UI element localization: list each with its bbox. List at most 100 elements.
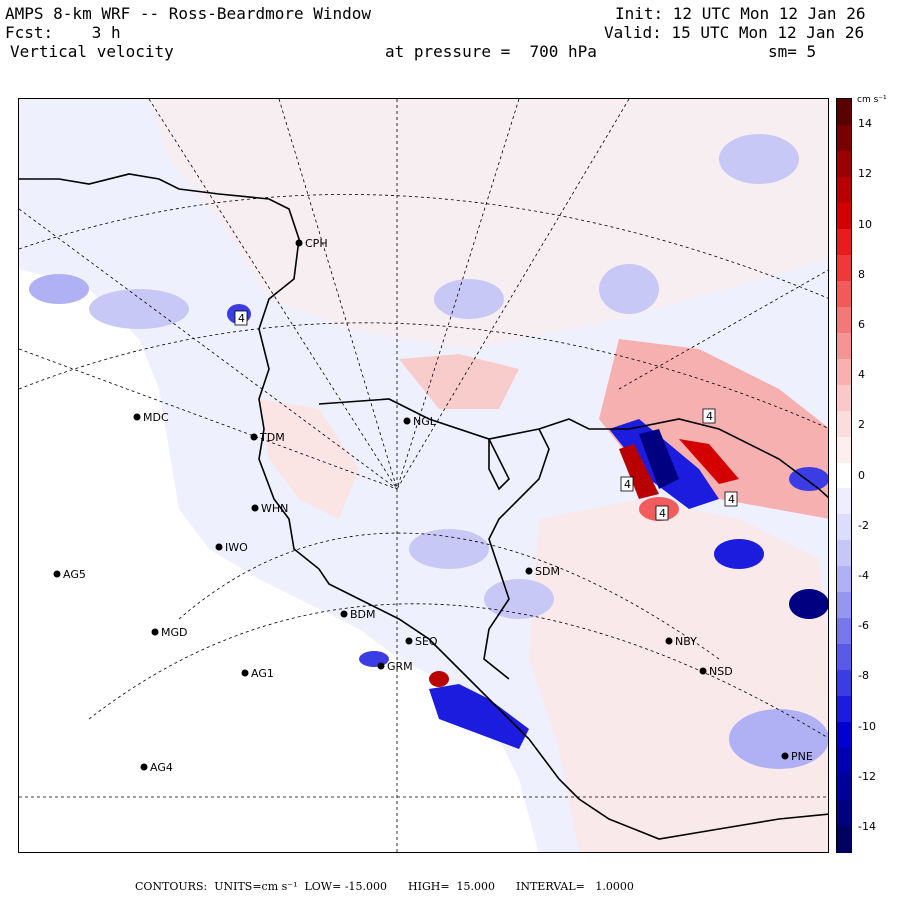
station-marker-grm — [377, 662, 385, 670]
forecast-hour: Fcst: 3 h — [5, 23, 121, 42]
colorbar-tick-label: -4 — [858, 568, 869, 582]
contour-label-2: 4 — [624, 478, 631, 491]
colorbar-tick-label: -12 — [858, 769, 876, 783]
station-label-grm: GRM — [387, 660, 413, 673]
colorbar-units: cm s⁻¹ — [857, 95, 887, 105]
colorbar-segment — [837, 800, 851, 828]
colorbar — [836, 98, 852, 853]
valid-time: Valid: 15 UTC Mon 12 Jan 26 — [604, 23, 865, 42]
station-marker-mdc — [133, 413, 141, 421]
down-cell-far-east — [789, 589, 828, 619]
colorbar-segment — [837, 410, 851, 438]
smoothing: sm= 5 — [768, 42, 817, 61]
colorbar-segment — [837, 384, 851, 412]
station-marker-mgd — [151, 628, 159, 636]
ice-shelf-region — [19, 269, 539, 852]
colorbar-segment — [837, 514, 851, 542]
colorbar-segment — [837, 176, 851, 204]
blue-patch-5 — [409, 529, 489, 569]
contour-labels: 4 4 4 4 4 — [234, 310, 738, 521]
colorbar-tick-label: -2 — [858, 518, 869, 532]
colorbar-segment — [837, 228, 851, 256]
pink-patch-center — [399, 354, 519, 409]
station-label-mgd: MGD — [161, 626, 188, 639]
map-canvas: 4 4 4 4 4 CPH MDC TDM NGL WHN IWO AG5 SDM BDM MGD… — [19, 99, 828, 852]
station-label-ag1: AG1 — [251, 667, 274, 680]
colorbar-tick-label: 12 — [858, 167, 872, 181]
station-label-mdc: MDC — [143, 411, 169, 424]
station-label-nby: NBY — [675, 635, 697, 648]
colorbar-segment — [837, 254, 851, 282]
station-label-nsd: NSD — [709, 665, 733, 678]
pink-field-west — [259, 399, 359, 519]
station-label-whn: WHN — [261, 502, 288, 515]
station-marker-nby — [665, 637, 673, 645]
station-marker-ngl — [403, 417, 411, 425]
strongest-down-core — [639, 429, 679, 489]
title-line-1: AMPS 8-km WRF -- Ross-Beardmore Window — [5, 4, 372, 23]
contour-label-5: 4 — [238, 312, 245, 325]
station-marker-ag1 — [241, 669, 249, 677]
blue-patch-1 — [434, 279, 504, 319]
colorbar-segment — [837, 150, 851, 178]
strong-up-band-2 — [679, 439, 739, 484]
colorbar-tick-label: 0 — [858, 468, 865, 482]
station-marker-sdm — [525, 567, 533, 575]
contour-info: CONTOURS: UNITS=cm s⁻¹ LOW= -15.000 HIGH… — [135, 880, 634, 893]
pressure-level: at pressure = 700 hPa — [385, 42, 597, 61]
colorbar-segment — [837, 124, 851, 152]
colorbar-tick-label: 4 — [858, 368, 865, 382]
colorbar-tick-label: -6 — [858, 619, 869, 633]
colorbar-segment — [837, 99, 851, 126]
station-marker-tdm — [250, 433, 258, 441]
colorbar-segment — [837, 566, 851, 594]
down-band-south — [429, 684, 529, 749]
colorbar-tick-label: -14 — [858, 819, 876, 833]
station-marker-ag4 — [140, 763, 148, 771]
colorbar-tick-label: 2 — [858, 418, 865, 432]
station-label-bdm: BDM — [350, 608, 376, 621]
colorbar-segment — [837, 696, 851, 724]
colorbar-segment — [837, 280, 851, 308]
colorbar-segment — [837, 332, 851, 360]
station-marker-seq — [405, 637, 413, 645]
colorbar-tick-label: 8 — [858, 267, 865, 281]
blue-patch-7 — [719, 134, 799, 184]
station-marker-nsd — [699, 667, 707, 675]
colorbar-segment — [837, 436, 851, 464]
strong-up-band — [619, 444, 659, 499]
graticule — [19, 99, 828, 852]
contour-label-3: 4 — [659, 507, 666, 520]
colorbar-segment — [837, 202, 851, 230]
colorbar-tick-label: 14 — [858, 117, 872, 131]
station-marker-cph — [295, 239, 303, 247]
station-layer: CPH MDC TDM NGL WHN IWO AG5 SDM BDM MGD SEQ NBY GRM A… — [53, 237, 813, 774]
init-time: Init: 12 UTC Mon 12 Jan 26 — [615, 4, 866, 23]
colorbar-segment — [837, 618, 851, 646]
station-label-cph: CPH — [305, 237, 328, 250]
station-label-pne: PNE — [791, 750, 813, 763]
blue-patch-8 — [729, 709, 828, 769]
colorbar-segment — [837, 774, 851, 802]
colorbar-tick-label: -8 — [858, 669, 869, 683]
colorbar-segment — [837, 488, 851, 516]
station-label-ag5: AG5 — [63, 568, 86, 581]
station-label-iwo: IWO — [225, 541, 248, 554]
colorbar-segment — [837, 592, 851, 620]
station-marker-pne — [781, 752, 789, 760]
station-marker-bdm — [340, 610, 348, 618]
station-label-tdm: TDM — [259, 431, 285, 444]
colorbar-segment — [837, 462, 851, 490]
station-label-ag4: AG4 — [150, 761, 173, 774]
blue-patch-6 — [484, 579, 554, 619]
blue-patch-3 — [89, 289, 189, 329]
coastline — [19, 173, 828, 840]
colorbar-segment — [837, 826, 851, 853]
colorbar-segment — [837, 306, 851, 334]
station-marker-iwo — [215, 543, 223, 551]
colorbar-segment — [837, 358, 851, 386]
map-panel: 4 4 4 4 4 CPH MDC TDM NGL WHN IWO AG5 SDM BDM MGD… — [18, 98, 829, 853]
station-marker-ag5 — [53, 570, 61, 578]
up-cell-south — [429, 671, 449, 687]
colorbar-tick-label: 10 — [858, 217, 872, 231]
